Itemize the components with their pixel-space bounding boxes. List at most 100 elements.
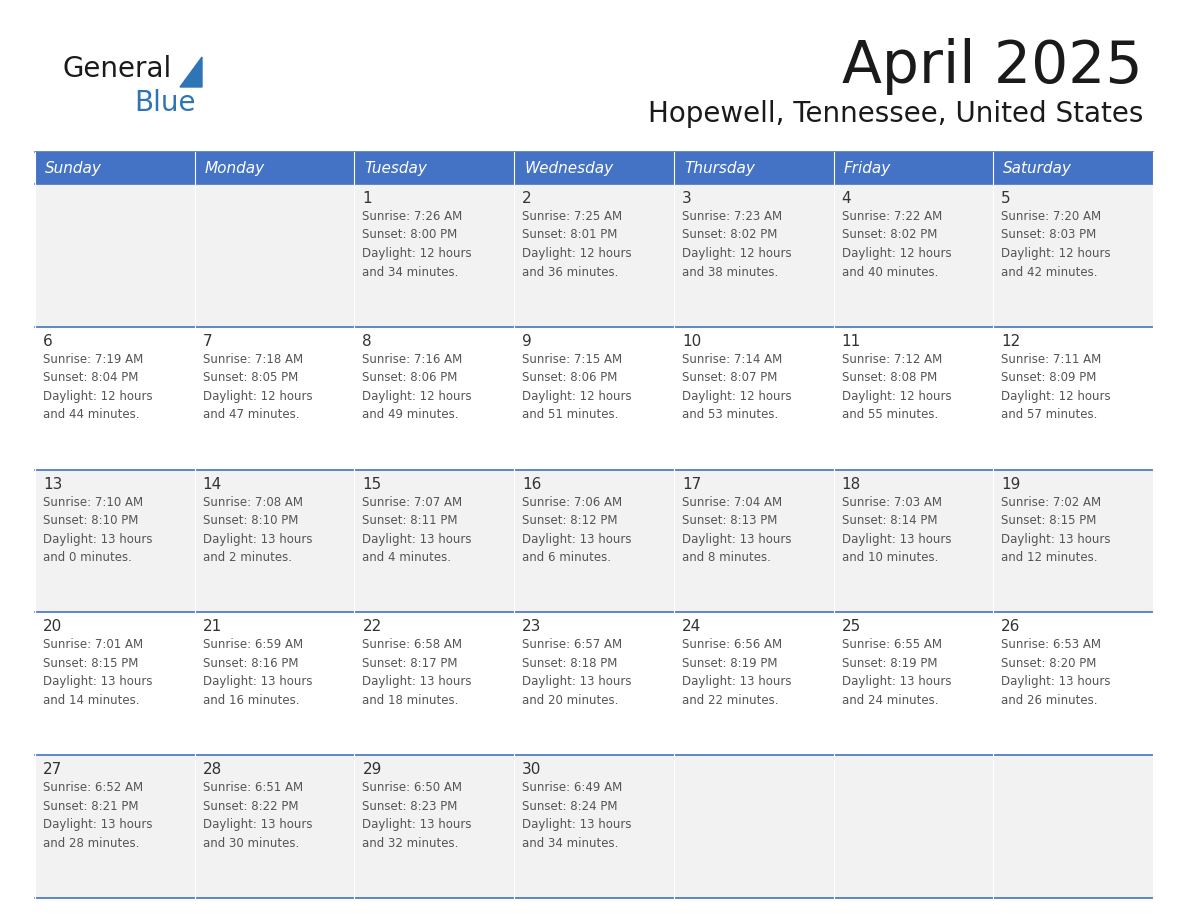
Text: Tuesday: Tuesday bbox=[365, 161, 428, 175]
Bar bbox=[514, 470, 674, 612]
Bar bbox=[34, 152, 195, 184]
Text: Sunrise: 7:10 AM
Sunset: 8:10 PM
Daylight: 13 hours
and 0 minutes.: Sunrise: 7:10 AM Sunset: 8:10 PM Dayligh… bbox=[43, 496, 152, 564]
Text: 18: 18 bbox=[841, 476, 861, 492]
Text: Friday: Friday bbox=[843, 161, 891, 175]
Bar bbox=[34, 184, 195, 327]
Bar bbox=[34, 470, 195, 612]
Text: Hopewell, Tennessee, United States: Hopewell, Tennessee, United States bbox=[647, 100, 1143, 128]
Bar bbox=[993, 612, 1154, 756]
Bar bbox=[354, 612, 514, 756]
Bar bbox=[195, 327, 354, 470]
Bar bbox=[834, 470, 993, 612]
Text: Sunrise: 7:08 AM
Sunset: 8:10 PM
Daylight: 13 hours
and 2 minutes.: Sunrise: 7:08 AM Sunset: 8:10 PM Dayligh… bbox=[203, 496, 312, 564]
Bar bbox=[993, 327, 1154, 470]
Text: 15: 15 bbox=[362, 476, 381, 492]
Bar bbox=[354, 470, 514, 612]
Bar bbox=[674, 327, 834, 470]
Polygon shape bbox=[181, 57, 202, 87]
Bar bbox=[354, 756, 514, 898]
Text: Sunrise: 7:23 AM
Sunset: 8:02 PM
Daylight: 12 hours
and 38 minutes.: Sunrise: 7:23 AM Sunset: 8:02 PM Dayligh… bbox=[682, 210, 791, 278]
Bar bbox=[993, 184, 1154, 327]
Text: 4: 4 bbox=[841, 191, 851, 206]
Text: 11: 11 bbox=[841, 334, 861, 349]
Text: 8: 8 bbox=[362, 334, 372, 349]
Text: Sunrise: 7:25 AM
Sunset: 8:01 PM
Daylight: 12 hours
and 36 minutes.: Sunrise: 7:25 AM Sunset: 8:01 PM Dayligh… bbox=[523, 210, 632, 278]
Bar bbox=[34, 612, 195, 756]
Bar bbox=[195, 470, 354, 612]
Text: Sunrise: 6:53 AM
Sunset: 8:20 PM
Daylight: 13 hours
and 26 minutes.: Sunrise: 6:53 AM Sunset: 8:20 PM Dayligh… bbox=[1001, 638, 1111, 707]
Text: Sunrise: 6:49 AM
Sunset: 8:24 PM
Daylight: 13 hours
and 34 minutes.: Sunrise: 6:49 AM Sunset: 8:24 PM Dayligh… bbox=[523, 781, 632, 850]
Text: Sunrise: 7:26 AM
Sunset: 8:00 PM
Daylight: 12 hours
and 34 minutes.: Sunrise: 7:26 AM Sunset: 8:00 PM Dayligh… bbox=[362, 210, 472, 278]
Text: 23: 23 bbox=[523, 620, 542, 634]
Text: 14: 14 bbox=[203, 476, 222, 492]
Text: 6: 6 bbox=[43, 334, 52, 349]
Text: Sunday: Sunday bbox=[45, 161, 102, 175]
Text: 30: 30 bbox=[523, 762, 542, 778]
Text: Thursday: Thursday bbox=[684, 161, 754, 175]
Bar bbox=[834, 327, 993, 470]
Text: 25: 25 bbox=[841, 620, 861, 634]
Bar bbox=[195, 184, 354, 327]
Text: Sunrise: 6:51 AM
Sunset: 8:22 PM
Daylight: 13 hours
and 30 minutes.: Sunrise: 6:51 AM Sunset: 8:22 PM Dayligh… bbox=[203, 781, 312, 850]
Text: April 2025: April 2025 bbox=[842, 38, 1143, 95]
Text: 16: 16 bbox=[523, 476, 542, 492]
Text: Sunrise: 7:18 AM
Sunset: 8:05 PM
Daylight: 12 hours
and 47 minutes.: Sunrise: 7:18 AM Sunset: 8:05 PM Dayligh… bbox=[203, 353, 312, 421]
Text: 21: 21 bbox=[203, 620, 222, 634]
Bar bbox=[514, 327, 674, 470]
Text: 28: 28 bbox=[203, 762, 222, 778]
Bar bbox=[34, 756, 195, 898]
Text: Monday: Monday bbox=[204, 161, 265, 175]
Text: 22: 22 bbox=[362, 620, 381, 634]
Bar bbox=[34, 327, 195, 470]
Text: Sunrise: 7:12 AM
Sunset: 8:08 PM
Daylight: 12 hours
and 55 minutes.: Sunrise: 7:12 AM Sunset: 8:08 PM Dayligh… bbox=[841, 353, 952, 421]
Bar bbox=[195, 612, 354, 756]
Text: Sunrise: 6:59 AM
Sunset: 8:16 PM
Daylight: 13 hours
and 16 minutes.: Sunrise: 6:59 AM Sunset: 8:16 PM Dayligh… bbox=[203, 638, 312, 707]
Bar bbox=[834, 612, 993, 756]
Text: Sunrise: 7:14 AM
Sunset: 8:07 PM
Daylight: 12 hours
and 53 minutes.: Sunrise: 7:14 AM Sunset: 8:07 PM Dayligh… bbox=[682, 353, 791, 421]
Text: Sunrise: 6:52 AM
Sunset: 8:21 PM
Daylight: 13 hours
and 28 minutes.: Sunrise: 6:52 AM Sunset: 8:21 PM Dayligh… bbox=[43, 781, 152, 850]
Text: 2: 2 bbox=[523, 191, 532, 206]
Text: Sunrise: 7:06 AM
Sunset: 8:12 PM
Daylight: 13 hours
and 6 minutes.: Sunrise: 7:06 AM Sunset: 8:12 PM Dayligh… bbox=[523, 496, 632, 564]
Text: Sunrise: 7:04 AM
Sunset: 8:13 PM
Daylight: 13 hours
and 8 minutes.: Sunrise: 7:04 AM Sunset: 8:13 PM Dayligh… bbox=[682, 496, 791, 564]
Bar bbox=[993, 756, 1154, 898]
Bar bbox=[993, 470, 1154, 612]
Text: Sunrise: 6:50 AM
Sunset: 8:23 PM
Daylight: 13 hours
and 32 minutes.: Sunrise: 6:50 AM Sunset: 8:23 PM Dayligh… bbox=[362, 781, 472, 850]
Bar bbox=[514, 152, 674, 184]
Text: 27: 27 bbox=[43, 762, 62, 778]
Text: 26: 26 bbox=[1001, 620, 1020, 634]
Text: Sunrise: 7:02 AM
Sunset: 8:15 PM
Daylight: 13 hours
and 12 minutes.: Sunrise: 7:02 AM Sunset: 8:15 PM Dayligh… bbox=[1001, 496, 1111, 564]
Text: 10: 10 bbox=[682, 334, 701, 349]
Text: 5: 5 bbox=[1001, 191, 1011, 206]
Text: 20: 20 bbox=[43, 620, 62, 634]
Text: 19: 19 bbox=[1001, 476, 1020, 492]
Text: Sunrise: 7:22 AM
Sunset: 8:02 PM
Daylight: 12 hours
and 40 minutes.: Sunrise: 7:22 AM Sunset: 8:02 PM Dayligh… bbox=[841, 210, 952, 278]
Text: Sunrise: 7:07 AM
Sunset: 8:11 PM
Daylight: 13 hours
and 4 minutes.: Sunrise: 7:07 AM Sunset: 8:11 PM Dayligh… bbox=[362, 496, 472, 564]
Bar bbox=[834, 184, 993, 327]
Bar bbox=[674, 470, 834, 612]
Text: Sunrise: 7:16 AM
Sunset: 8:06 PM
Daylight: 12 hours
and 49 minutes.: Sunrise: 7:16 AM Sunset: 8:06 PM Dayligh… bbox=[362, 353, 472, 421]
Bar bbox=[834, 756, 993, 898]
Text: Sunrise: 7:20 AM
Sunset: 8:03 PM
Daylight: 12 hours
and 42 minutes.: Sunrise: 7:20 AM Sunset: 8:03 PM Dayligh… bbox=[1001, 210, 1111, 278]
Text: 7: 7 bbox=[203, 334, 213, 349]
Bar bbox=[674, 756, 834, 898]
Text: Saturday: Saturday bbox=[1004, 161, 1072, 175]
Text: 17: 17 bbox=[682, 476, 701, 492]
Text: 3: 3 bbox=[682, 191, 691, 206]
Text: 13: 13 bbox=[43, 476, 63, 492]
Text: 24: 24 bbox=[682, 620, 701, 634]
Text: Sunrise: 6:57 AM
Sunset: 8:18 PM
Daylight: 13 hours
and 20 minutes.: Sunrise: 6:57 AM Sunset: 8:18 PM Dayligh… bbox=[523, 638, 632, 707]
Text: Sunrise: 7:11 AM
Sunset: 8:09 PM
Daylight: 12 hours
and 57 minutes.: Sunrise: 7:11 AM Sunset: 8:09 PM Dayligh… bbox=[1001, 353, 1111, 421]
Bar bbox=[514, 756, 674, 898]
Text: Sunrise: 7:01 AM
Sunset: 8:15 PM
Daylight: 13 hours
and 14 minutes.: Sunrise: 7:01 AM Sunset: 8:15 PM Dayligh… bbox=[43, 638, 152, 707]
Bar bbox=[674, 152, 834, 184]
Text: Blue: Blue bbox=[134, 89, 196, 117]
Bar bbox=[834, 152, 993, 184]
Text: Sunrise: 7:03 AM
Sunset: 8:14 PM
Daylight: 13 hours
and 10 minutes.: Sunrise: 7:03 AM Sunset: 8:14 PM Dayligh… bbox=[841, 496, 952, 564]
Bar bbox=[354, 184, 514, 327]
Bar bbox=[514, 612, 674, 756]
Text: General: General bbox=[62, 55, 171, 83]
Text: 1: 1 bbox=[362, 191, 372, 206]
Bar bbox=[514, 184, 674, 327]
Bar bbox=[993, 152, 1154, 184]
Bar bbox=[195, 756, 354, 898]
